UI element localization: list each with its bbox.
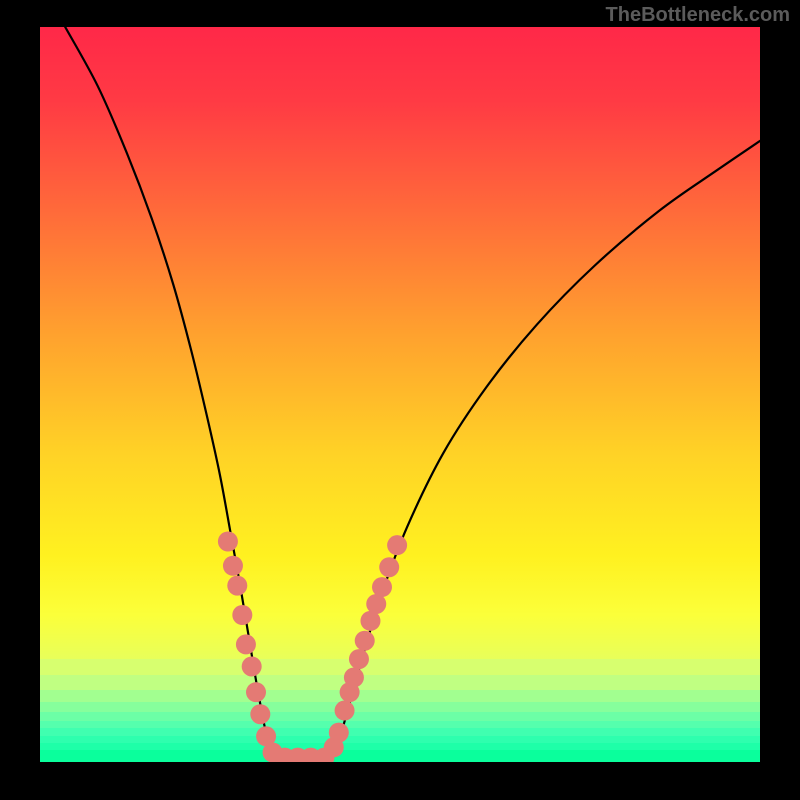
data-marker — [372, 577, 392, 597]
watermark-text: TheBottleneck.com — [606, 4, 790, 27]
data-marker — [232, 605, 252, 625]
data-marker — [387, 535, 407, 555]
plot-area — [40, 27, 760, 762]
data-marker — [218, 532, 238, 552]
data-marker — [246, 682, 266, 702]
chart-root: TheBottleneck.com — [0, 0, 800, 800]
data-marker — [335, 701, 355, 721]
data-marker — [355, 631, 375, 651]
chart-svg — [40, 27, 760, 762]
data-marker — [349, 649, 369, 669]
curve-right — [328, 141, 760, 760]
data-marker — [242, 656, 262, 676]
data-marker — [223, 556, 243, 576]
data-marker — [227, 576, 247, 596]
data-marker — [379, 557, 399, 577]
data-marker — [329, 723, 349, 743]
data-marker — [344, 667, 364, 687]
data-marker — [236, 634, 256, 654]
data-marker — [250, 704, 270, 724]
